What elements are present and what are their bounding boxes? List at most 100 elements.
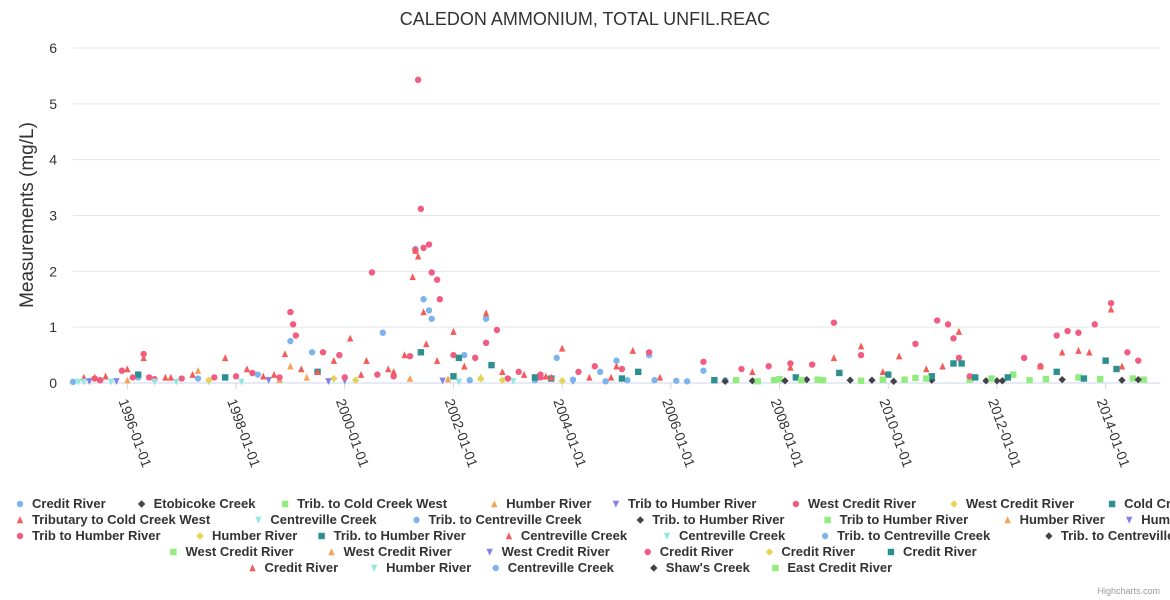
data-point [351, 376, 360, 384]
data-point [548, 373, 555, 381]
data-point [770, 377, 778, 384]
legend-symbol [137, 500, 146, 508]
series-group [145, 371, 544, 381]
data-point [363, 356, 370, 364]
data-point [281, 350, 289, 358]
series-group [205, 374, 338, 384]
data-point [586, 373, 593, 381]
legend-item[interactable]: Trib to Humber River [612, 496, 757, 511]
legend-symbol [1045, 532, 1053, 540]
data-point [787, 363, 794, 371]
data-point [966, 373, 973, 380]
legend-item[interactable]: Centreville Creek [255, 512, 377, 527]
data-point [102, 372, 109, 380]
data-point [409, 273, 416, 281]
legend-item[interactable]: Trib. to Humber River [636, 512, 785, 527]
legend-item[interactable]: West Credit River [328, 544, 452, 559]
data-point [895, 352, 903, 360]
legend-label: Credit River [265, 560, 339, 575]
series-group [450, 373, 626, 382]
legend-label: Credit River [903, 544, 977, 559]
data-point [425, 307, 433, 314]
data-point [135, 371, 142, 378]
legend-item[interactable]: Credit River [249, 560, 338, 575]
data-point [461, 362, 468, 370]
legend-item[interactable]: West Credit River [486, 544, 610, 559]
data-point [1053, 368, 1060, 376]
data-point [232, 373, 240, 380]
legend-item[interactable]: Cold Creek West [1108, 496, 1170, 511]
legend-item[interactable]: Credit River [16, 496, 106, 511]
legend-item[interactable]: Humber River [196, 528, 297, 543]
legend-item[interactable]: East Credit River [772, 560, 892, 575]
data-point [912, 340, 919, 348]
legend-label: Etobicoke Creek [154, 496, 257, 511]
legend-label: Trib to Humber River [628, 496, 757, 511]
series-group [498, 376, 507, 384]
legend-item[interactable]: Humber River [491, 496, 592, 511]
data-point [417, 349, 425, 356]
legend-item[interactable]: Credit River [765, 544, 855, 559]
legend-label: West Credit River [966, 496, 1074, 511]
data-point [885, 371, 892, 378]
legend-label: Humber River [506, 496, 591, 511]
data-point [178, 375, 185, 382]
series-group [91, 370, 555, 381]
legend-symbol [650, 564, 658, 572]
data-point [721, 377, 729, 386]
legend-item[interactable]: Trib to Humber River [16, 528, 161, 543]
data-point [629, 346, 637, 354]
chart-title: CALEDON AMMONIUM, TOTAL UNFIL.REAC [400, 9, 770, 29]
legend-item[interactable]: Credit River [644, 544, 734, 559]
data-point [406, 353, 414, 360]
legend-item[interactable]: Trib. to Centreville Creek [821, 528, 991, 543]
legend-symbol [196, 532, 204, 540]
legend-item[interactable]: Trib. to Humber River [318, 528, 466, 543]
legend-item[interactable]: Centreville Creek [505, 528, 628, 543]
legend-label: Trib. to Centreville Creek [429, 512, 583, 527]
legend-item[interactable]: Humber River [1004, 512, 1105, 527]
legend-item[interactable]: Credit River [887, 544, 977, 559]
data-point [732, 377, 740, 384]
series-group [80, 378, 88, 386]
data-point [96, 377, 104, 384]
legend-item[interactable]: Humber River [1126, 512, 1170, 527]
legend-item[interactable]: Trib to Humber River [824, 512, 968, 527]
data-point [167, 373, 175, 381]
legend-item[interactable]: Trib. to Centreville Creek [413, 512, 582, 527]
legend-symbol [1108, 500, 1116, 508]
legend-item[interactable]: Shaw's Creek [650, 560, 751, 575]
data-point [211, 374, 218, 381]
data-point [972, 374, 979, 381]
legend-symbol [1004, 516, 1011, 524]
legend-item[interactable]: West Credit River [792, 496, 916, 511]
legend-item[interactable]: Etobicoke Creek [137, 496, 257, 511]
data-point [221, 354, 229, 362]
data-point [330, 356, 338, 364]
data-point [857, 377, 865, 384]
data-point [613, 357, 620, 364]
legend-label: Centreville Creek [521, 528, 628, 543]
data-point [450, 351, 457, 359]
legend-item[interactable]: West Credit River [950, 496, 1074, 511]
legend-item[interactable]: Centreville Creek [492, 560, 615, 575]
y-tick-label: 3 [49, 208, 57, 224]
legend-item[interactable]: West Credit River [170, 544, 294, 559]
legend-item[interactable]: Centreville Creek [663, 528, 786, 543]
series-group [91, 76, 1142, 383]
legend-item[interactable]: Humber River [370, 560, 471, 575]
series-group [276, 375, 452, 383]
data-point [879, 376, 887, 383]
data-point [287, 362, 294, 370]
credits-link[interactable]: Highcharts.com [1097, 586, 1160, 596]
series-group [721, 376, 990, 386]
data-point [75, 378, 82, 386]
legend-item[interactable]: Trib. to Cold Creek West [281, 496, 448, 511]
legend-item[interactable]: Tributary to Cold Creek West [16, 512, 211, 527]
legend-label: Trib. to Cold Creek West [297, 496, 448, 511]
data-point [140, 350, 147, 358]
data-point [471, 354, 479, 362]
legend-item[interactable]: Trib. to Centreville Creek [1045, 528, 1170, 543]
data-point [618, 375, 626, 382]
legend-label: Trib to Humber River [32, 528, 161, 543]
